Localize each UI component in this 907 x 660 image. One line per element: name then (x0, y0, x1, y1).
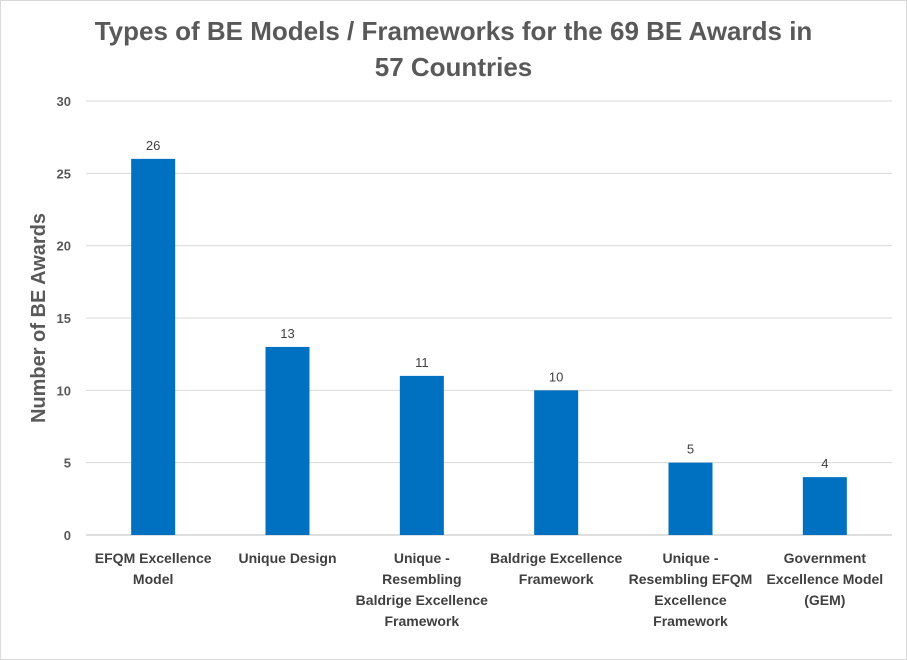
x-category-label: EFQM Excellence Model (94, 550, 212, 587)
y-tick-label: 30 (57, 94, 71, 109)
data-label: 11 (415, 355, 429, 370)
x-category-label: Baldrige Excellence Framework (490, 550, 623, 587)
chart-title-line-1: Types of BE Models / Frameworks for the … (94, 16, 813, 46)
chart-title-line-2: 57 Countries (374, 52, 533, 82)
bar (131, 158, 176, 535)
chart-title: Types of BE Models / Frameworks for the … (1, 13, 906, 85)
y-tick-label: 0 (64, 528, 71, 543)
bar (668, 462, 713, 535)
x-category-label: Government Excellence Model (GEM) (766, 550, 884, 608)
data-label: 4 (821, 456, 828, 471)
bar (534, 390, 579, 535)
x-category-label: Unique - Resembling Baldrige Excellence … (355, 550, 488, 629)
y-tick-label: 15 (57, 311, 71, 326)
y-tick-label: 10 (57, 383, 71, 398)
data-label: 5 (687, 442, 694, 457)
y-tick-label: 5 (64, 456, 71, 471)
bar (802, 477, 847, 535)
y-tick-label: 20 (57, 239, 71, 254)
bar (265, 346, 310, 535)
data-label: 26 (146, 138, 160, 153)
x-category-label: Unique - Resembling EFQM Excellence Fram… (628, 550, 753, 629)
bar (399, 375, 444, 535)
data-label: 13 (280, 326, 294, 341)
y-axis-label: Number of BE Awards (28, 213, 50, 423)
data-label: 10 (549, 369, 563, 384)
x-category-label: Unique Design (238, 550, 337, 566)
y-tick-label: 25 (57, 166, 71, 181)
